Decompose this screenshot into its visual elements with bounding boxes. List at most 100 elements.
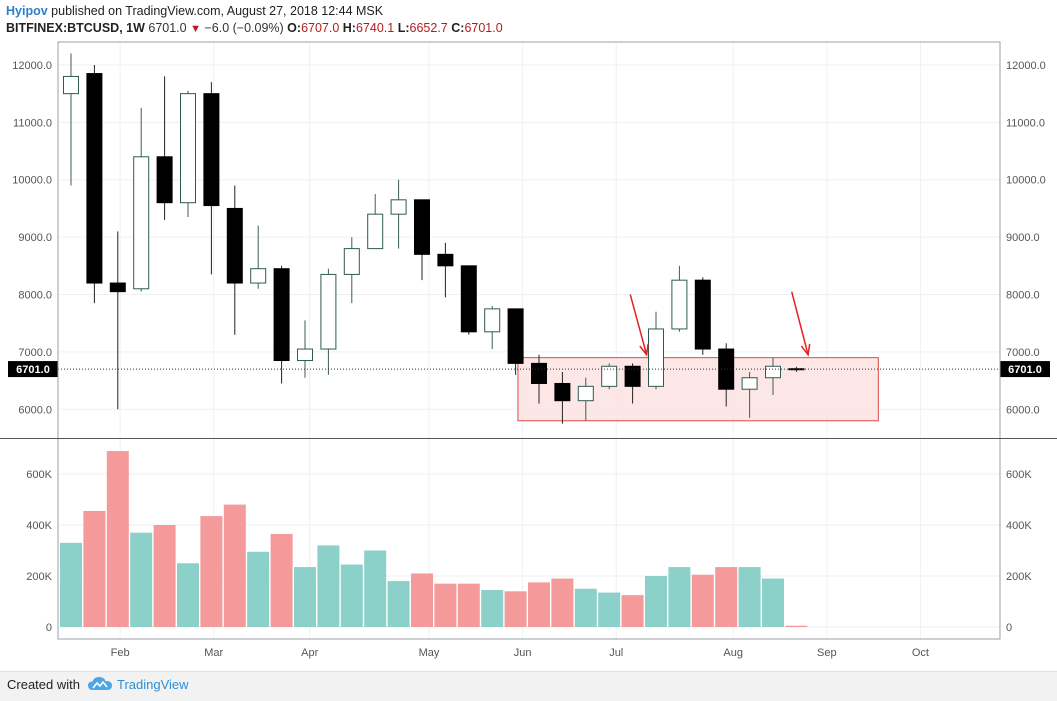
volume-bars xyxy=(60,451,808,627)
volume-bar xyxy=(574,588,597,627)
candle xyxy=(273,265,290,384)
time-tick-label: Oct xyxy=(912,647,929,659)
price-tick-label-left: 6000.0 xyxy=(18,404,52,416)
candle-body xyxy=(624,365,641,387)
volume-bar xyxy=(223,504,246,627)
high-label: H: xyxy=(342,21,356,35)
high-value: 6740.1 xyxy=(355,21,395,35)
price-tick-label-right: 6000.0 xyxy=(1006,404,1040,416)
time-tick-label: Mar xyxy=(204,647,223,659)
candle xyxy=(601,363,618,390)
time-tick-label: Sep xyxy=(817,647,837,659)
candle-body xyxy=(180,93,196,204)
support-zone xyxy=(517,357,879,422)
candle-body xyxy=(203,93,220,207)
candle-body xyxy=(156,156,173,204)
arrow-head xyxy=(800,343,811,357)
volume-bar xyxy=(317,545,340,627)
last-price-label-right: 6701.0 xyxy=(1008,364,1042,376)
candle xyxy=(320,268,337,375)
candle xyxy=(624,363,641,404)
candle xyxy=(297,320,313,378)
candle-body xyxy=(577,385,594,402)
candle-body xyxy=(765,365,781,379)
chart-axes: 6000.0 6000.0 7000.0 7000.0 8000.0 8000.0 9000… xyxy=(0,41,1057,659)
volume-tick-label-left: 400K xyxy=(26,520,52,532)
candle xyxy=(367,194,384,250)
tradingview-link[interactable]: TradingView xyxy=(117,677,189,692)
volume-bar xyxy=(411,573,433,627)
arrow-shaft xyxy=(629,294,648,355)
candle xyxy=(343,237,360,304)
price-tick-label-left: 11000.0 xyxy=(13,117,52,129)
volume-tick-label-right: 0 xyxy=(1006,622,1012,634)
time-tick-label: Aug xyxy=(723,647,743,659)
candle-body xyxy=(250,268,267,284)
footer-bar: Created with TradingView xyxy=(0,671,1057,701)
volume-tick-label-left: 0 xyxy=(46,622,52,634)
volume-bar xyxy=(715,567,738,627)
down-triangle-icon: ▼ xyxy=(190,23,201,35)
time-tick-label: Jun xyxy=(514,647,532,659)
candle-body xyxy=(63,75,79,95)
symbol-line: BITFINEX:BTCUSD, 1W 6701.0 ▼ −6.0 (−0.09… xyxy=(6,20,1046,38)
candle-body xyxy=(367,213,384,250)
candle xyxy=(741,372,758,418)
author-name[interactable]: Hyipov xyxy=(6,4,48,18)
candle xyxy=(531,354,547,404)
arrow-shaft xyxy=(790,291,809,355)
candle-body xyxy=(343,248,360,275)
candle xyxy=(554,372,571,424)
candle xyxy=(460,265,477,335)
last-value: 6701.0 xyxy=(148,21,187,35)
time-tick-label: Apr xyxy=(301,647,318,659)
candle-body xyxy=(671,279,688,330)
last-price-tag-right xyxy=(1000,361,1050,378)
open-label: O: xyxy=(287,21,302,35)
volume-bar xyxy=(106,451,129,627)
candle-body xyxy=(460,265,477,333)
candle-body xyxy=(86,73,103,284)
candle xyxy=(577,377,594,421)
volume-bar xyxy=(434,583,457,627)
last-price-tag-left xyxy=(8,361,58,378)
candle-body xyxy=(484,308,501,333)
candle xyxy=(109,231,126,410)
price-tick-label-left: 8000.0 xyxy=(18,290,52,302)
volume-tick-label-right: 400K xyxy=(1006,520,1032,532)
time-tick-label: Feb xyxy=(111,647,130,659)
volume-bar xyxy=(153,525,176,627)
candle xyxy=(133,108,150,292)
close-label: C: xyxy=(451,21,465,35)
symbol-label: BITFINEX:BTCUSD, 1W xyxy=(6,21,145,35)
candle xyxy=(250,225,267,289)
price-tick-label-right: 10000.0 xyxy=(1006,175,1046,187)
volume-tick-label-right: 200K xyxy=(1006,571,1032,583)
volume-bar xyxy=(528,582,550,627)
last-price-label-left: 6701.0 xyxy=(16,364,50,376)
arrow-head xyxy=(639,343,649,357)
candle xyxy=(765,357,781,395)
candle-body xyxy=(226,207,243,284)
plot-frame xyxy=(57,41,1001,640)
volume-bar xyxy=(481,590,504,627)
annotation-arrow xyxy=(790,291,811,357)
price-tick-label-right: 11000.0 xyxy=(1006,117,1045,129)
volume-bar xyxy=(645,576,667,627)
volume-bar xyxy=(270,533,293,627)
price-tick-label-left: 10000.0 xyxy=(12,175,52,187)
candle xyxy=(484,306,501,350)
candle xyxy=(437,242,454,298)
volume-bar xyxy=(83,510,106,627)
volume-bar xyxy=(457,583,480,627)
candle-body xyxy=(273,268,290,362)
candle xyxy=(63,53,79,186)
candle-body xyxy=(414,199,430,255)
candle xyxy=(203,82,220,275)
candle-body xyxy=(390,199,407,215)
candle-body xyxy=(297,348,313,362)
cloud-logo-icon[interactable] xyxy=(87,675,113,693)
candle xyxy=(180,90,196,218)
volume-tick-label-left: 600K xyxy=(26,469,52,481)
